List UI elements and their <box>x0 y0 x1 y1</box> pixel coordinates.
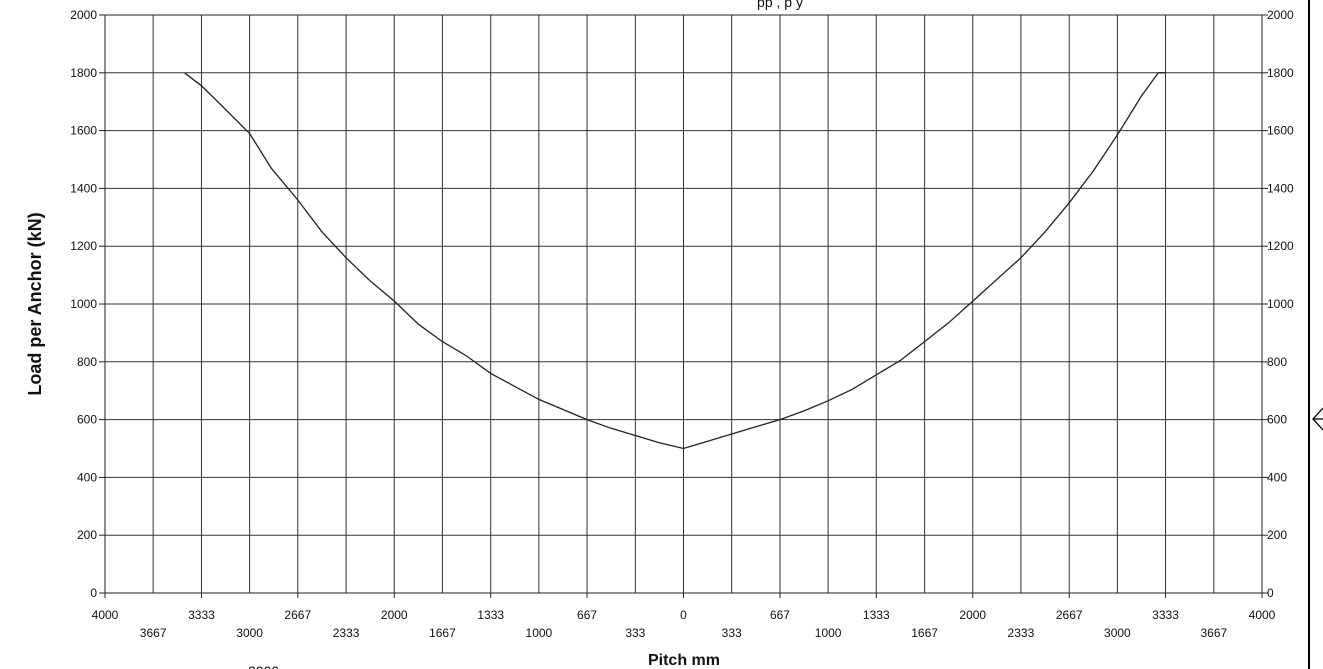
y-tick-label-right: 400 <box>1267 470 1287 484</box>
x-tick-label-secondary: 1000 <box>815 626 842 640</box>
y-tick-label: 800 <box>77 355 97 369</box>
x-tick-label: 667 <box>577 608 597 622</box>
y-tick-label-right: 600 <box>1267 413 1287 427</box>
x-tick-label: 1333 <box>863 608 890 622</box>
y-tick-label-right: 200 <box>1267 528 1287 542</box>
y-tick-label: 200 <box>77 528 97 542</box>
y-tick-label: 1800 <box>70 66 97 80</box>
y-tick-label-right: 2000 <box>1267 8 1294 22</box>
x-tick-label-secondary: 333 <box>625 626 645 640</box>
x-tick-label-secondary: 3667 <box>140 626 167 640</box>
y-tick-label: 1000 <box>70 297 97 311</box>
x-tick-label: 2000 <box>381 608 408 622</box>
x-tick-label-secondary: 2333 <box>1008 626 1035 640</box>
x-tick-label: 2667 <box>284 608 311 622</box>
y-tick-label: 1600 <box>70 124 97 138</box>
y-tick-label: 1200 <box>70 239 97 253</box>
y-tick-label-right: 0 <box>1267 586 1274 600</box>
y-axis-right: 0 200 400 600 800 1000 1200 1400 1600 1800 2000 <box>1262 8 1294 600</box>
x-tick-label-secondary: 3000 <box>236 626 263 640</box>
y-axis-title: Load per Anchor (kN) <box>25 212 45 395</box>
y-tick-label-right: 1800 <box>1267 66 1294 80</box>
y-tick-label-right: 1600 <box>1267 124 1294 138</box>
arrow-marker-icon <box>1312 407 1323 431</box>
x-tick-label: 1333 <box>477 608 504 622</box>
y-tick-label-right: 1400 <box>1267 181 1294 195</box>
x-tick-label: 667 <box>770 608 790 622</box>
series-line <box>184 72 1166 450</box>
x-axis: 4000 3333 2667 2000 1333 667 0 667 1333 2000 2667 3… <box>92 593 1276 640</box>
x-tick-label: 4000 <box>92 608 119 622</box>
x-tick-label: 2667 <box>1056 608 1083 622</box>
x-tick-label-secondary: 1667 <box>911 626 938 640</box>
y-tick-label: 600 <box>77 413 97 427</box>
grid <box>104 14 1263 594</box>
bottom-fragment-text: 2000 <box>248 663 279 669</box>
x-tick-label: 4000 <box>1249 608 1276 622</box>
y-tick-label: 1400 <box>70 181 97 195</box>
x-tick-label-secondary: 3667 <box>1200 626 1227 640</box>
x-tick-label-secondary: 333 <box>722 626 742 640</box>
x-tick-label-secondary: 2333 <box>333 626 360 640</box>
x-tick-label-secondary: 1667 <box>429 626 456 640</box>
x-tick-label: 3333 <box>1152 608 1179 622</box>
chart-header-fragment: pp , p y <box>757 0 803 10</box>
y-tick-label: 0 <box>90 586 97 600</box>
x-tick-label: 2000 <box>959 608 986 622</box>
y-axis-left: 0 200 400 600 800 1000 1200 1400 1600 1800 2000 <box>70 8 105 600</box>
x-tick-label: 0 <box>680 608 687 622</box>
x-axis-title: Pitch mm <box>648 652 720 669</box>
x-tick-label-secondary: 1000 <box>526 626 553 640</box>
y-tick-label: 400 <box>77 470 97 484</box>
y-tick-label: 2000 <box>70 8 97 22</box>
y-tick-label-right: 800 <box>1267 355 1287 369</box>
x-tick-label-secondary: 3000 <box>1104 626 1131 640</box>
x-tick-label: 3333 <box>188 608 215 622</box>
y-tick-label-right: 1000 <box>1267 297 1294 311</box>
y-tick-label-right: 1200 <box>1267 239 1294 253</box>
